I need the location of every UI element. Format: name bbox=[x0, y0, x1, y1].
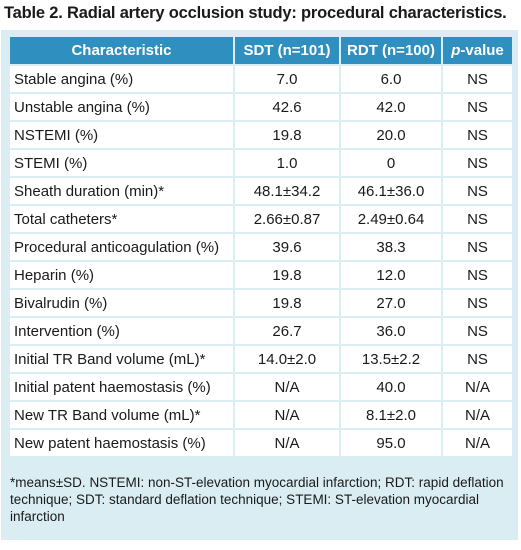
p-value-cell: NS bbox=[441, 148, 512, 177]
p-value-cell: N/A bbox=[441, 400, 512, 429]
rdt-cell: 42.0 bbox=[339, 92, 442, 121]
characteristic-cell: STEMI (%) bbox=[10, 148, 234, 177]
header-rdt: RDT (n=100) bbox=[339, 37, 442, 65]
rdt-cell: 12.0 bbox=[339, 260, 442, 289]
characteristic-cell: NSTEMI (%) bbox=[10, 120, 234, 149]
table-row: Unstable angina (%) 42.6 42.0 NS bbox=[10, 92, 512, 121]
header-characteristic: Characteristic bbox=[10, 37, 234, 65]
sdt-cell: 42.6 bbox=[233, 92, 340, 121]
sdt-cell: 48.1±34.2 bbox=[233, 176, 340, 205]
p-value-cell: NS bbox=[441, 344, 512, 373]
procedural-characteristics-table: Characteristic SDT (n=101) RDT (n=100) p… bbox=[10, 37, 512, 456]
header-p-italic: p bbox=[451, 42, 461, 59]
table-row: Initial patent haemostasis (%) N/A 40.0 N/A bbox=[10, 372, 512, 401]
rdt-cell: 20.0 bbox=[339, 120, 442, 149]
sdt-cell: 1.0 bbox=[233, 148, 340, 177]
p-value-cell: NS bbox=[441, 176, 512, 205]
header-p-suffix: -value bbox=[460, 42, 504, 59]
p-value-cell: NS bbox=[441, 260, 512, 289]
sdt-cell: 19.8 bbox=[233, 288, 340, 317]
table-row: Initial TR Band volume (mL)* 14.0±2.0 13.5… bbox=[10, 344, 512, 373]
rdt-cell: 36.0 bbox=[339, 316, 442, 345]
p-value-cell: NS bbox=[441, 232, 512, 261]
table-row: Stable angina (%) 7.0 6.0 NS bbox=[10, 64, 512, 93]
sdt-cell: 39.6 bbox=[233, 232, 340, 261]
sdt-cell: 14.0±2.0 bbox=[233, 344, 340, 373]
p-value-cell: NS bbox=[441, 316, 512, 345]
sdt-cell: N/A bbox=[233, 400, 340, 429]
table-row: NSTEMI (%) 19.8 20.0 NS bbox=[10, 120, 512, 149]
rdt-cell: 38.3 bbox=[339, 232, 442, 261]
sdt-cell: 7.0 bbox=[233, 64, 340, 93]
characteristic-cell: New patent haemostasis (%) bbox=[10, 428, 234, 456]
rdt-cell: 8.1±2.0 bbox=[339, 400, 442, 429]
characteristic-cell: Initial patent haemostasis (%) bbox=[10, 372, 234, 401]
p-value-cell: N/A bbox=[441, 428, 512, 456]
sdt-cell: 19.8 bbox=[233, 120, 340, 149]
p-value-cell: NS bbox=[441, 288, 512, 317]
characteristic-cell: Total catheters* bbox=[10, 204, 234, 233]
characteristic-cell: Intervention (%) bbox=[10, 316, 234, 345]
characteristic-cell: Unstable angina (%) bbox=[10, 92, 234, 121]
p-value-cell: NS bbox=[441, 120, 512, 149]
table-row: Procedural anticoagulation (%) 39.6 38.3 NS bbox=[10, 232, 512, 261]
rdt-cell: 46.1±36.0 bbox=[339, 176, 442, 205]
table-footnote: *means±SD. NSTEMI: non-ST-elevation myoc… bbox=[10, 475, 504, 524]
table-body: Stable angina (%) 7.0 6.0 NS Unstable angina… bbox=[10, 64, 512, 456]
rdt-cell: 6.0 bbox=[339, 64, 442, 93]
table-row: Intervention (%) 26.7 36.0 NS bbox=[10, 316, 512, 345]
sdt-cell: N/A bbox=[233, 372, 340, 401]
sdt-cell: 19.8 bbox=[233, 260, 340, 289]
table-row: Bivalrudin (%) 19.8 27.0 NS bbox=[10, 288, 512, 317]
table-row: STEMI (%) 1.0 0 NS bbox=[10, 148, 512, 177]
sdt-cell: 2.66±0.87 bbox=[233, 204, 340, 233]
characteristic-cell: Bivalrudin (%) bbox=[10, 288, 234, 317]
table-row: Total catheters* 2.66±0.87 2.49±0.64 NS bbox=[10, 204, 512, 233]
characteristic-cell: Stable angina (%) bbox=[10, 64, 234, 93]
header-sdt: SDT (n=101) bbox=[233, 37, 340, 65]
characteristic-cell: Initial TR Band volume (mL)* bbox=[10, 344, 234, 373]
rdt-cell: 40.0 bbox=[339, 372, 442, 401]
rdt-cell: 95.0 bbox=[339, 428, 442, 456]
p-value-cell: NS bbox=[441, 204, 512, 233]
table-container: Characteristic SDT (n=101) RDT (n=100) p… bbox=[1, 30, 518, 540]
rdt-cell: 13.5±2.2 bbox=[339, 344, 442, 373]
table-row: New TR Band volume (mL)* N/A 8.1±2.0 N/A bbox=[10, 400, 512, 429]
table-row: Heparin (%) 19.8 12.0 NS bbox=[10, 260, 512, 289]
rdt-cell: 27.0 bbox=[339, 288, 442, 317]
rdt-cell: 0 bbox=[339, 148, 442, 177]
table-header-row: Characteristic SDT (n=101) RDT (n=100) p… bbox=[10, 37, 512, 65]
p-value-cell: NS bbox=[441, 92, 512, 121]
characteristic-cell: Sheath duration (min)* bbox=[10, 176, 234, 205]
table-row: New patent haemostasis (%) N/A 95.0 N/A bbox=[10, 428, 512, 456]
table-caption: Table 2. Radial artery occlusion study: … bbox=[4, 4, 507, 22]
p-value-cell: NS bbox=[441, 64, 512, 93]
rdt-cell: 2.49±0.64 bbox=[339, 204, 442, 233]
characteristic-cell: Heparin (%) bbox=[10, 260, 234, 289]
characteristic-cell: Procedural anticoagulation (%) bbox=[10, 232, 234, 261]
sdt-cell: 26.7 bbox=[233, 316, 340, 345]
sdt-cell: N/A bbox=[233, 428, 340, 456]
table-row: Sheath duration (min)* 48.1±34.2 46.1±36.0… bbox=[10, 176, 512, 205]
characteristic-cell: New TR Band volume (mL)* bbox=[10, 400, 234, 429]
header-p-value: p-value bbox=[441, 37, 512, 65]
p-value-cell: N/A bbox=[441, 372, 512, 401]
